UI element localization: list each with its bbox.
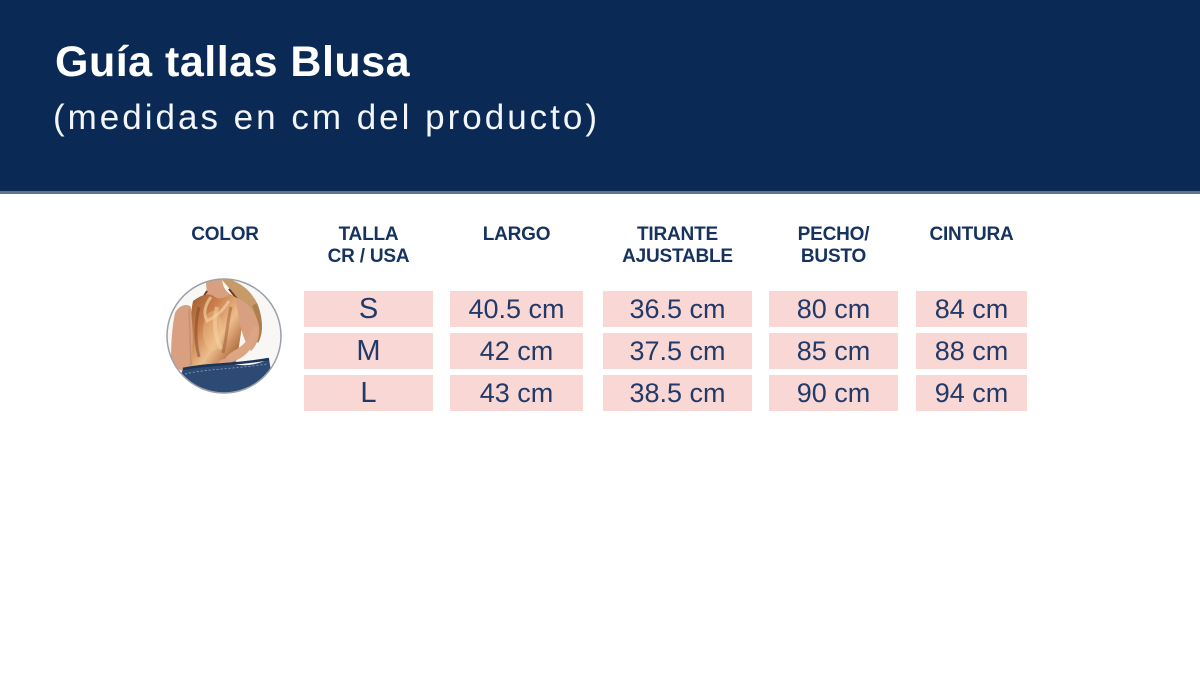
pecho-value: 90 cm xyxy=(796,377,871,408)
product-photo xyxy=(165,277,283,395)
tirante-cell-m: 37.5 cm xyxy=(603,333,752,369)
column-header-largo: LARGO xyxy=(450,224,583,246)
column-header-color: COLOR xyxy=(155,224,295,246)
column-header-pecho: PECHO/ BUSTO xyxy=(769,224,898,268)
column-header-tirante-line1: TIRANTE xyxy=(637,224,718,245)
tirante-cell-s: 36.5 cm xyxy=(603,291,752,327)
largo-value: 43 cm xyxy=(479,377,554,408)
column-header-tirante-line2: AJUSTABLE xyxy=(622,246,733,267)
pecho-cell-m: 85 cm xyxy=(769,333,898,369)
column-header-largo-label: LARGO xyxy=(482,224,551,245)
cintura-cell-m: 88 cm xyxy=(916,333,1027,369)
column-header-color-label: COLOR xyxy=(191,224,259,245)
column-header-cintura-label: CINTURA xyxy=(929,224,1014,245)
column-header-pecho-line2: BUSTO xyxy=(800,246,867,267)
column-header-talla: TALLA CR / USA xyxy=(304,224,433,268)
pecho-value: 80 cm xyxy=(796,293,871,324)
cintura-value: 88 cm xyxy=(934,335,1009,366)
size-cell-l: L xyxy=(304,375,433,411)
page-subtitle: (medidas en cm del producto) xyxy=(53,98,600,137)
column-header-talla-line1: TALLA xyxy=(338,224,399,245)
pecho-cell-s: 80 cm xyxy=(769,291,898,327)
size-label: M xyxy=(356,334,381,367)
product-photo-illustration xyxy=(166,278,282,394)
cintura-cell-l: 94 cm xyxy=(916,375,1027,411)
cintura-value: 84 cm xyxy=(934,293,1009,324)
size-cell-s: S xyxy=(304,291,433,327)
column-header-pecho-line1: PECHO/ xyxy=(797,224,870,245)
cintura-value: 94 cm xyxy=(934,377,1009,408)
size-label: S xyxy=(358,292,379,325)
page-title: Guía tallas Blusa xyxy=(55,38,411,86)
column-header-cintura: CINTURA xyxy=(916,224,1027,246)
largo-cell-l: 43 cm xyxy=(450,375,583,411)
tirante-value: 37.5 cm xyxy=(629,335,726,366)
header-banner: Guía tallas Blusa (medidas en cm del pro… xyxy=(0,0,1200,194)
tirante-value: 36.5 cm xyxy=(629,293,726,324)
column-header-tirante: TIRANTE AJUSTABLE xyxy=(603,224,752,268)
size-cell-m: M xyxy=(304,333,433,369)
largo-cell-m: 42 cm xyxy=(450,333,583,369)
pecho-cell-l: 90 cm xyxy=(769,375,898,411)
largo-value: 40.5 cm xyxy=(468,293,565,324)
pecho-value: 85 cm xyxy=(796,335,871,366)
column-header-talla-line2: CR / USA xyxy=(327,246,410,267)
cintura-cell-s: 84 cm xyxy=(916,291,1027,327)
tirante-value: 38.5 cm xyxy=(629,377,726,408)
largo-value: 42 cm xyxy=(479,335,554,366)
photo-circle-border xyxy=(166,278,282,394)
size-label: L xyxy=(360,376,377,409)
tirante-cell-l: 38.5 cm xyxy=(603,375,752,411)
largo-cell-s: 40.5 cm xyxy=(450,291,583,327)
